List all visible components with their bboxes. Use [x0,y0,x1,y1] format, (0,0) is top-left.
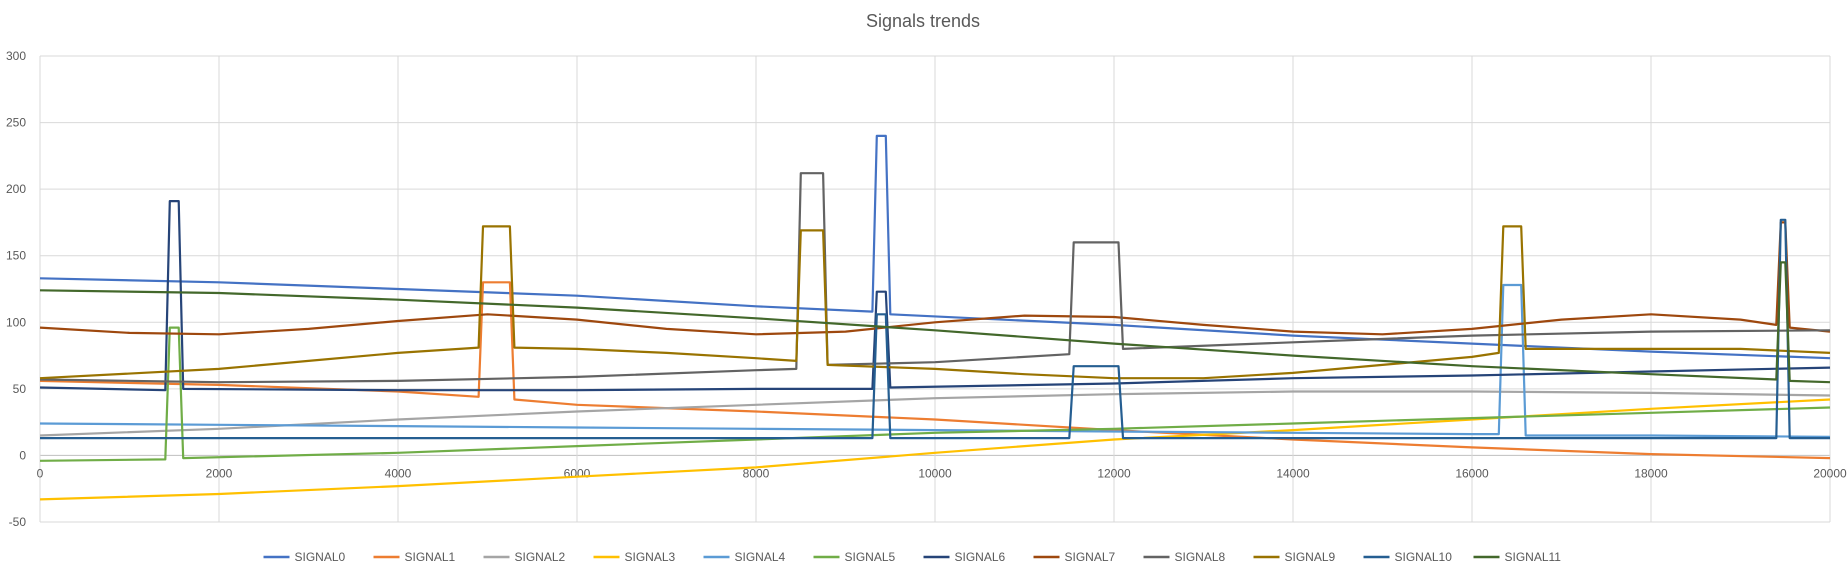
series-line-signal6 [39,200,1831,392]
legend: SIGNAL0 SIGNAL1 SIGNAL2 SIGNAL3 SIGNAL4 SIGNA… [263,550,1562,564]
legend-label: SIGNAL4 [735,550,786,564]
y-tick-label: -50 [9,515,27,529]
chart-title: Signals trends [866,11,980,31]
y-tick-label: 300 [6,49,26,63]
legend-label: SIGNAL3 [625,550,676,564]
x-tick-label: 2000 [206,466,233,480]
legend-label: SIGNAL7 [1065,550,1116,564]
x-tick-label: 14000 [1276,466,1310,480]
x-tick-label: 20000 [1813,466,1847,480]
legend-label: SIGNAL5 [845,550,896,564]
axes: -50 0 50 100 150 200 250 300 0 2000 4000 6000 8000 10… [6,49,1847,529]
x-tick-label: 4000 [385,466,412,480]
x-tick-label: 8000 [743,466,770,480]
legend-label: SIGNAL0 [295,550,346,564]
legend-label: SIGNAL6 [955,550,1006,564]
y-tick-label: 0 [19,448,26,462]
y-tick-label: 150 [6,249,26,263]
legend-label: SIGNAL11 [1505,550,1562,564]
x-tick-label: 18000 [1634,466,1668,480]
y-tick-label: 50 [13,382,27,396]
y-tick-label: 200 [6,182,26,196]
x-tick-label: 12000 [1097,466,1131,480]
x-tick-label: 10000 [918,466,952,480]
legend-label: SIGNAL9 [1285,550,1336,564]
series-lines [39,134,1831,501]
series-line-signal0 [39,134,1831,360]
series-line-signal9 [39,225,1831,380]
legend-label: SIGNAL8 [1175,550,1226,564]
legend-label: SIGNAL1 [405,550,456,564]
y-tick-label: 100 [6,315,26,329]
series-line-signal4 [39,283,1831,438]
legend-label: SIGNAL2 [515,550,566,564]
x-tick-label: 16000 [1455,466,1489,480]
y-tick-label: 250 [6,116,26,130]
series-line-signal1 [39,281,1831,460]
series-line-signal11 [39,261,1831,384]
legend-label: SIGNAL10 [1395,550,1453,564]
series-line-signal7 [39,221,1831,336]
x-tick-label: 0 [37,466,44,480]
series-line-signal2 [39,390,1831,437]
series-line-signal5 [39,326,1831,462]
series-line-signal8 [39,172,1831,384]
x-tick-label: 6000 [564,466,591,480]
